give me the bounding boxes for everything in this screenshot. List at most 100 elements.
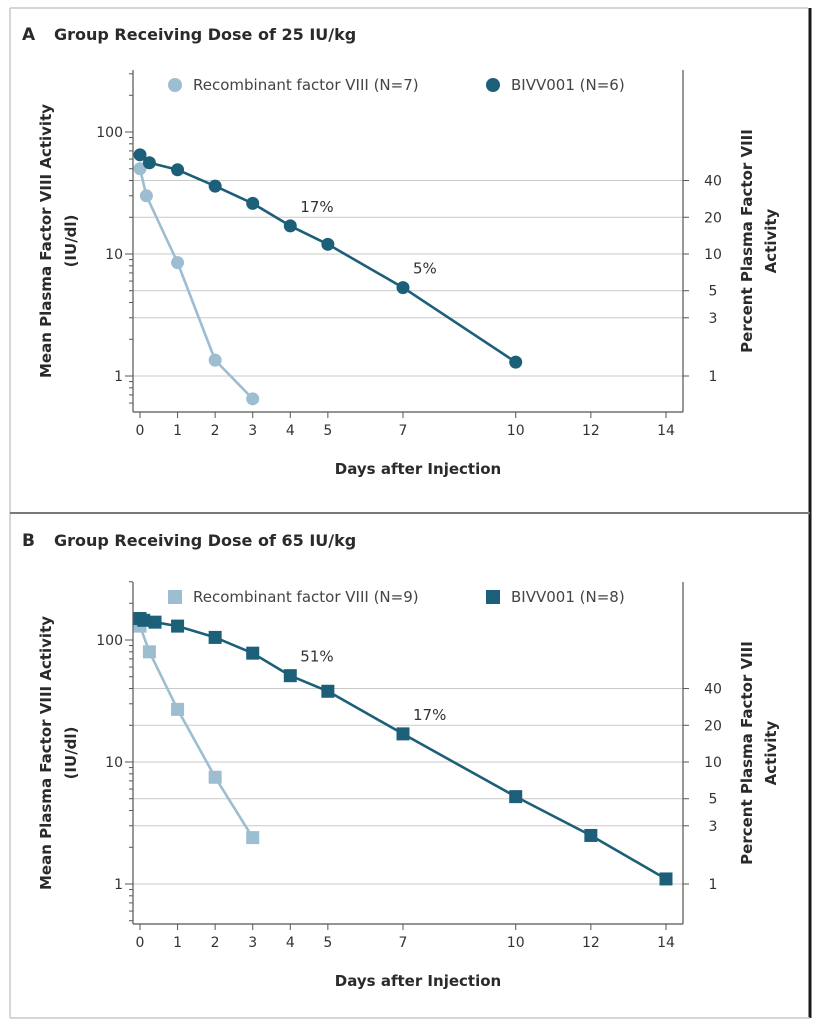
data-point [133, 162, 147, 176]
data-point [208, 630, 222, 644]
legend-marker-circle [486, 78, 500, 92]
y2-tick-label: 3 [709, 311, 718, 327]
legend-marker-circle [168, 78, 182, 92]
y-axis-label-line1: Mean Plasma Factor VIII Activity [37, 616, 55, 890]
y2-tick-label: 20 [704, 210, 722, 226]
data-point [148, 615, 162, 629]
panel-a: A Group Receiving Dose of 25 IU/kg1101001… [22, 25, 780, 478]
y-axis-label-line2: (IU/dl) [62, 215, 80, 268]
chart-title: Group Receiving Dose of 65 IU/kg [54, 531, 356, 550]
y-tick-label: 1 [114, 369, 123, 385]
x-tick-label: 3 [248, 423, 257, 439]
annotation-label: 17% [300, 198, 333, 216]
x-tick-label: 2 [211, 935, 220, 951]
series-line-0 [138, 168, 254, 400]
x-tick-label: 0 [136, 935, 145, 951]
data-point [137, 613, 151, 627]
y-tick-label: 10 [105, 755, 123, 771]
annotation-label: 17% [413, 706, 446, 724]
data-point [208, 179, 222, 193]
y2-axis-label-line2: Activity [762, 208, 780, 273]
data-point [396, 281, 410, 295]
y-axis-label-line1: Mean Plasma Factor VIII Activity [37, 104, 55, 378]
y-tick-label: 10 [105, 247, 123, 263]
data-point [246, 392, 260, 406]
y-axis-label-line2: (IU/dl) [62, 727, 80, 780]
y-tick-label: 100 [96, 633, 123, 649]
x-tick-label: 12 [582, 935, 600, 951]
x-tick-label: 5 [323, 935, 332, 951]
x-tick-label: 2 [211, 423, 220, 439]
data-point [246, 831, 260, 845]
y2-tick-label: 5 [709, 792, 718, 808]
data-point [171, 702, 185, 716]
x-tick-label: 0 [136, 423, 145, 439]
y-tick-label: 1 [114, 877, 123, 893]
y2-tick-label: 1 [709, 877, 718, 893]
x-tick-label: 4 [286, 935, 295, 951]
data-point [321, 237, 335, 251]
y2-tick-label: 40 [704, 174, 722, 190]
x-axis-label: Days after Injection [335, 460, 501, 478]
data-point [171, 619, 185, 633]
legend-label: BIVV001 (N=8) [511, 588, 625, 606]
data-point [509, 355, 523, 369]
x-tick-label: 1 [173, 935, 182, 951]
data-point [584, 828, 598, 842]
data-point [171, 256, 185, 270]
annotation-label: 51% [300, 648, 333, 666]
data-point [321, 684, 335, 698]
x-tick-label: 1 [173, 423, 182, 439]
y2-tick-label: 40 [704, 682, 722, 698]
panel-letter: B [22, 531, 35, 551]
data-point [171, 163, 185, 177]
data-point [396, 727, 410, 741]
x-tick-label: 3 [248, 935, 257, 951]
panel-b: B Group Receiving Dose of 65 IU/kg1101001… [22, 531, 780, 990]
y2-axis-label-line2: Activity [762, 720, 780, 785]
legend-marker-square [168, 590, 182, 604]
data-point [142, 156, 156, 170]
y2-tick-label: 10 [704, 755, 722, 771]
legend-marker-square [486, 590, 500, 604]
x-tick-label: 7 [399, 423, 408, 439]
chart-title: Group Receiving Dose of 25 IU/kg [54, 25, 356, 44]
data-point [283, 669, 297, 683]
y2-tick-label: 10 [704, 247, 722, 263]
data-point [133, 148, 147, 162]
x-tick-label: 12 [582, 423, 600, 439]
data-point [208, 353, 222, 367]
y2-tick-label: 1 [709, 369, 718, 385]
y2-axis-label-line1: Percent Plasma Factor VIII [738, 641, 756, 865]
legend-label: BIVV001 (N=6) [511, 76, 625, 94]
series-line-0 [138, 625, 254, 839]
series-line-1 [139, 153, 517, 364]
y2-tick-label: 20 [704, 718, 722, 734]
y2-tick-label: 5 [709, 284, 718, 300]
data-point [142, 645, 156, 659]
panel-letter: A [22, 25, 36, 45]
data-point [208, 770, 222, 784]
x-tick-label: 4 [286, 423, 295, 439]
y2-axis-label-line1: Percent Plasma Factor VIII [738, 129, 756, 353]
x-axis-label: Days after Injection [335, 972, 501, 990]
x-tick-label: 10 [507, 423, 525, 439]
x-tick-label: 7 [399, 935, 408, 951]
x-tick-label: 10 [507, 935, 525, 951]
x-tick-label: 14 [657, 423, 675, 439]
data-point [246, 646, 260, 660]
data-point [283, 219, 297, 233]
annotation-label: 5% [413, 260, 437, 278]
data-point [659, 872, 673, 886]
y2-tick-label: 3 [709, 819, 718, 835]
x-tick-label: 14 [657, 935, 675, 951]
data-point [246, 196, 260, 210]
data-point [509, 790, 523, 804]
legend-label: Recombinant factor VIII (N=7) [193, 76, 419, 94]
legend-label: Recombinant factor VIII (N=9) [193, 588, 419, 606]
y-tick-label: 100 [96, 125, 123, 141]
data-point [139, 189, 153, 203]
x-tick-label: 5 [323, 423, 332, 439]
